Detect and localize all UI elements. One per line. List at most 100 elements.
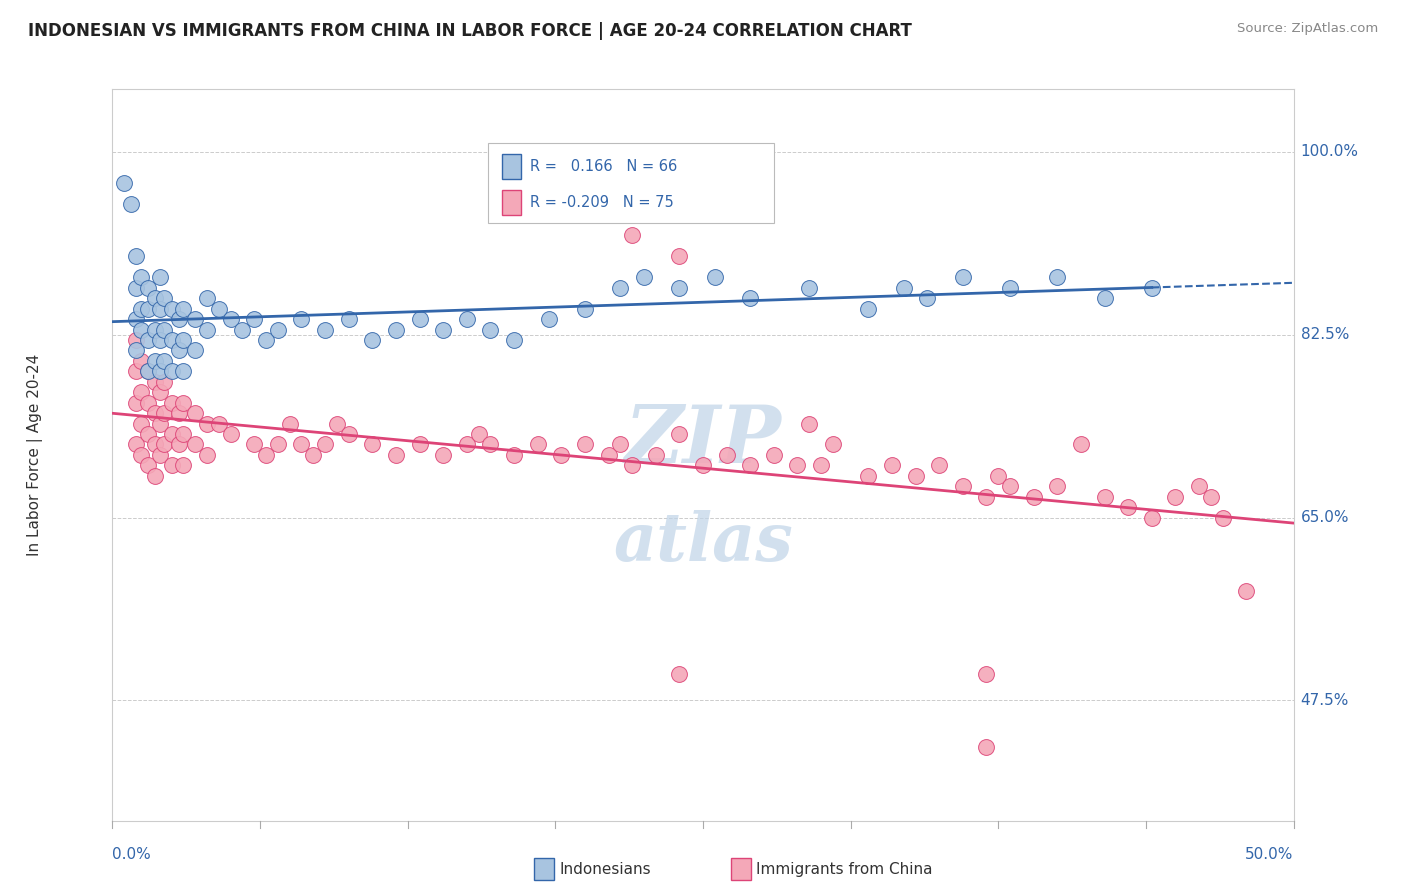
Point — [267, 437, 290, 451]
Point — [668, 249, 690, 263]
Point — [254, 448, 277, 462]
Point — [167, 437, 190, 451]
Point — [456, 312, 478, 326]
Point — [125, 437, 148, 451]
Point — [153, 406, 176, 420]
Point — [136, 458, 159, 473]
Point — [243, 312, 266, 326]
Point — [136, 364, 159, 378]
Point — [149, 301, 172, 316]
Point — [432, 322, 454, 336]
Point — [799, 281, 821, 295]
Point — [799, 417, 821, 431]
Point — [1140, 510, 1163, 524]
Point — [290, 437, 312, 451]
Point — [195, 291, 218, 305]
Point — [125, 364, 148, 378]
Text: ZIP: ZIP — [624, 401, 782, 479]
Point — [153, 354, 176, 368]
Point — [408, 312, 430, 326]
Point — [129, 385, 152, 400]
Point — [976, 740, 998, 755]
Point — [153, 375, 176, 389]
Point — [160, 301, 183, 316]
Text: Indonesians: Indonesians — [560, 863, 651, 877]
Text: R = -0.209   N = 75: R = -0.209 N = 75 — [530, 195, 673, 211]
Point — [668, 667, 690, 681]
Point — [716, 448, 738, 462]
Point — [278, 417, 301, 431]
Point — [160, 395, 183, 409]
Point — [231, 322, 253, 336]
Point — [184, 437, 207, 451]
Point — [432, 448, 454, 462]
Point — [195, 417, 218, 431]
Text: Source: ZipAtlas.com: Source: ZipAtlas.com — [1237, 22, 1378, 36]
Point — [361, 437, 384, 451]
Point — [1140, 281, 1163, 295]
Point — [858, 468, 880, 483]
Point — [143, 375, 166, 389]
Text: INDONESIAN VS IMMIGRANTS FROM CHINA IN LABOR FORCE | AGE 20-24 CORRELATION CHART: INDONESIAN VS IMMIGRANTS FROM CHINA IN L… — [28, 22, 912, 40]
Point — [904, 468, 927, 483]
Point — [208, 301, 231, 316]
Point — [987, 468, 1010, 483]
Point — [208, 417, 231, 431]
Point — [136, 333, 159, 347]
Point — [160, 364, 183, 378]
Point — [821, 437, 844, 451]
Point — [290, 312, 312, 326]
Point — [172, 395, 194, 409]
Point — [456, 437, 478, 451]
Point — [574, 437, 596, 451]
Point — [314, 437, 336, 451]
Point — [153, 291, 176, 305]
Point — [302, 448, 325, 462]
Point — [1164, 490, 1187, 504]
Point — [644, 448, 666, 462]
Point — [129, 448, 152, 462]
Point — [467, 427, 489, 442]
Point — [125, 312, 148, 326]
Point — [125, 395, 148, 409]
Point — [1046, 270, 1069, 285]
Point — [143, 406, 166, 420]
Text: 0.0%: 0.0% — [112, 847, 152, 863]
Point — [952, 270, 974, 285]
Point — [550, 448, 572, 462]
Point — [129, 301, 152, 316]
Point — [160, 333, 183, 347]
Text: In Labor Force | Age 20-24: In Labor Force | Age 20-24 — [27, 354, 44, 556]
Point — [125, 343, 148, 358]
Point — [668, 281, 690, 295]
Point — [125, 333, 148, 347]
Point — [740, 458, 762, 473]
Point — [160, 427, 183, 442]
Point — [149, 385, 172, 400]
Point — [479, 322, 502, 336]
Point — [160, 458, 183, 473]
Point — [129, 270, 152, 285]
Point — [917, 291, 939, 305]
Point — [337, 312, 360, 326]
Text: 82.5%: 82.5% — [1301, 327, 1348, 343]
Point — [1188, 479, 1211, 493]
Point — [880, 458, 903, 473]
Point — [408, 437, 430, 451]
Text: Immigrants from China: Immigrants from China — [756, 863, 934, 877]
Point — [337, 427, 360, 442]
Point — [143, 468, 166, 483]
Point — [361, 333, 384, 347]
Point — [129, 417, 152, 431]
Point — [143, 354, 166, 368]
Point — [479, 437, 502, 451]
Point — [1094, 291, 1116, 305]
Point — [609, 437, 631, 451]
Point — [136, 427, 159, 442]
Point — [526, 437, 548, 451]
Point — [609, 281, 631, 295]
Point — [762, 448, 785, 462]
Text: 65.0%: 65.0% — [1301, 510, 1348, 525]
Point — [254, 333, 277, 347]
Text: atlas: atlas — [613, 510, 793, 575]
